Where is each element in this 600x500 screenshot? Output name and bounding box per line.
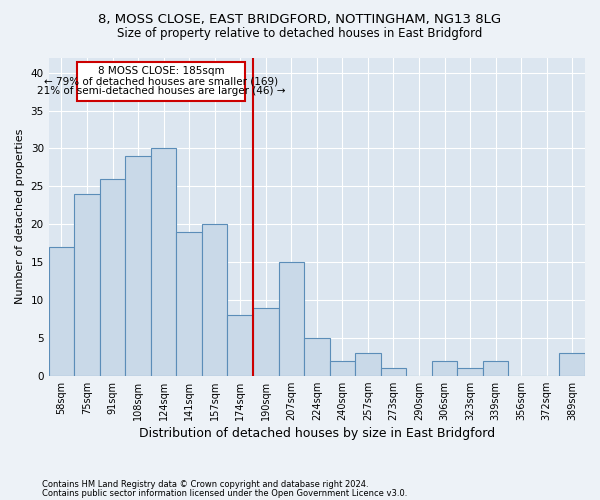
Text: 8 MOSS CLOSE: 185sqm: 8 MOSS CLOSE: 185sqm	[98, 66, 224, 76]
Bar	[483, 360, 508, 376]
Bar	[329, 360, 355, 376]
Text: 8, MOSS CLOSE, EAST BRIDGFORD, NOTTINGHAM, NG13 8LG: 8, MOSS CLOSE, EAST BRIDGFORD, NOTTINGHA…	[98, 12, 502, 26]
Bar	[49, 247, 74, 376]
Bar	[176, 232, 202, 376]
Bar	[74, 194, 100, 376]
Text: Contains HM Land Registry data © Crown copyright and database right 2024.: Contains HM Land Registry data © Crown c…	[42, 480, 368, 489]
FancyBboxPatch shape	[77, 62, 245, 102]
Bar	[202, 224, 227, 376]
Text: ← 79% of detached houses are smaller (169): ← 79% of detached houses are smaller (16…	[44, 76, 278, 86]
Bar	[457, 368, 483, 376]
Bar	[432, 360, 457, 376]
Bar	[278, 262, 304, 376]
Bar	[304, 338, 329, 376]
Bar	[227, 315, 253, 376]
Text: Size of property relative to detached houses in East Bridgford: Size of property relative to detached ho…	[118, 28, 482, 40]
Bar	[559, 353, 585, 376]
Bar	[380, 368, 406, 376]
Text: 21% of semi-detached houses are larger (46) →: 21% of semi-detached houses are larger (…	[37, 86, 285, 96]
Bar	[125, 156, 151, 376]
Bar	[100, 178, 125, 376]
Bar	[355, 353, 380, 376]
Bar	[253, 308, 278, 376]
X-axis label: Distribution of detached houses by size in East Bridgford: Distribution of detached houses by size …	[139, 427, 495, 440]
Bar	[151, 148, 176, 376]
Y-axis label: Number of detached properties: Number of detached properties	[15, 129, 25, 304]
Text: Contains public sector information licensed under the Open Government Licence v3: Contains public sector information licen…	[42, 489, 407, 498]
